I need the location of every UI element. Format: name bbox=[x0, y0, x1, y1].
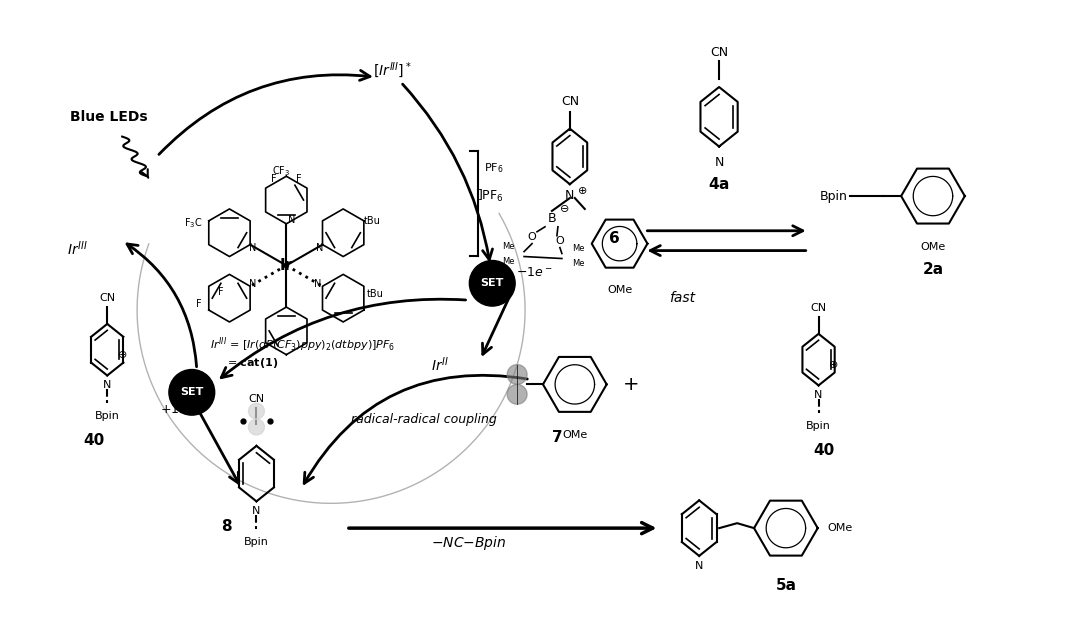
Text: 7: 7 bbox=[552, 430, 563, 445]
Text: F: F bbox=[271, 174, 276, 184]
Text: 40: 40 bbox=[813, 443, 834, 458]
Text: 40: 40 bbox=[83, 433, 105, 448]
Text: 8: 8 bbox=[221, 519, 232, 534]
Text: N: N bbox=[315, 242, 323, 253]
Text: fast: fast bbox=[670, 291, 696, 305]
Text: N: N bbox=[814, 391, 823, 400]
Text: Bpin: Bpin bbox=[820, 189, 848, 203]
Text: $Ir^{II}$: $Ir^{II}$ bbox=[431, 355, 448, 374]
Text: B: B bbox=[548, 212, 556, 225]
Text: +: + bbox=[623, 375, 639, 394]
Circle shape bbox=[470, 261, 515, 306]
Circle shape bbox=[248, 403, 265, 419]
Text: N: N bbox=[565, 189, 575, 202]
Circle shape bbox=[508, 384, 527, 404]
Text: Bpin: Bpin bbox=[806, 421, 831, 431]
Text: Me: Me bbox=[571, 244, 584, 253]
Text: F: F bbox=[197, 299, 202, 309]
Text: 6: 6 bbox=[609, 231, 620, 246]
Text: CF$_3$: CF$_3$ bbox=[272, 165, 291, 179]
Text: Blue LEDs: Blue LEDs bbox=[70, 110, 148, 124]
Text: $Ir^{III}$ = $[Ir(dF(CF_3)ppy)_2(dtbpy)]PF_6$: $Ir^{III}$ = $[Ir(dF(CF_3)ppy)_2(dtbpy)]… bbox=[210, 335, 395, 354]
Text: $- NC{-}Bpin$: $- NC{-}Bpin$ bbox=[431, 534, 505, 552]
Text: CN: CN bbox=[710, 46, 728, 59]
Circle shape bbox=[168, 370, 215, 415]
Text: F$_3$C: F$_3$C bbox=[184, 216, 203, 230]
Text: O: O bbox=[555, 235, 564, 246]
Text: N: N bbox=[103, 380, 111, 391]
Text: $]$PF$_6$: $]$PF$_6$ bbox=[477, 188, 504, 204]
Text: Bpin: Bpin bbox=[95, 411, 120, 421]
Text: $-1e^-$: $-1e^-$ bbox=[516, 266, 553, 279]
Text: CN: CN bbox=[561, 96, 579, 108]
Text: $\oplus$: $\oplus$ bbox=[577, 185, 586, 196]
Text: OMe: OMe bbox=[920, 242, 946, 252]
Text: Me: Me bbox=[571, 260, 584, 268]
Text: PF$_6$: PF$_6$ bbox=[484, 161, 504, 175]
Text: $[Ir^{III}]^*$: $[Ir^{III}]^*$ bbox=[373, 60, 411, 80]
Text: $\oplus$: $\oplus$ bbox=[828, 359, 839, 370]
Text: Ir: Ir bbox=[280, 258, 293, 273]
Text: $\ominus$: $\ominus$ bbox=[558, 203, 569, 215]
Text: SET: SET bbox=[481, 279, 504, 288]
Text: N: N bbox=[287, 215, 295, 225]
Text: N: N bbox=[253, 506, 260, 517]
Text: Bpin: Bpin bbox=[244, 537, 269, 547]
Text: SET: SET bbox=[180, 387, 203, 398]
Text: N: N bbox=[314, 279, 321, 289]
Circle shape bbox=[248, 419, 265, 435]
Text: F: F bbox=[218, 287, 224, 297]
Text: CN: CN bbox=[248, 394, 265, 404]
Text: radical-radical coupling: radical-radical coupling bbox=[351, 413, 497, 425]
Text: $+1e^-$: $+1e^-$ bbox=[160, 403, 197, 416]
Text: Me: Me bbox=[501, 242, 514, 251]
Text: 5a: 5a bbox=[775, 578, 796, 592]
Text: $Ir^{III}$: $Ir^{III}$ bbox=[67, 239, 89, 258]
Text: N: N bbox=[714, 156, 724, 170]
Text: OMe: OMe bbox=[827, 523, 853, 533]
Text: N: N bbox=[696, 561, 703, 571]
Text: 2a: 2a bbox=[922, 263, 944, 277]
Text: O: O bbox=[528, 232, 537, 242]
Text: N: N bbox=[249, 242, 257, 253]
Text: $\bf{4a}$: $\bf{4a}$ bbox=[708, 176, 730, 192]
Text: tBu: tBu bbox=[364, 216, 380, 226]
Text: OMe: OMe bbox=[563, 430, 588, 440]
Text: N: N bbox=[249, 279, 257, 289]
Circle shape bbox=[508, 365, 527, 384]
Text: $\oplus$: $\oplus$ bbox=[117, 349, 127, 360]
Text: CN: CN bbox=[99, 293, 116, 303]
Text: tBu: tBu bbox=[366, 289, 383, 299]
Text: CN: CN bbox=[810, 303, 826, 313]
Text: OMe: OMe bbox=[607, 285, 632, 295]
Text: F: F bbox=[296, 174, 302, 184]
Text: Me: Me bbox=[501, 258, 514, 266]
Text: = $\bf{cat(1)}$: = $\bf{cat(1)}$ bbox=[227, 356, 278, 370]
